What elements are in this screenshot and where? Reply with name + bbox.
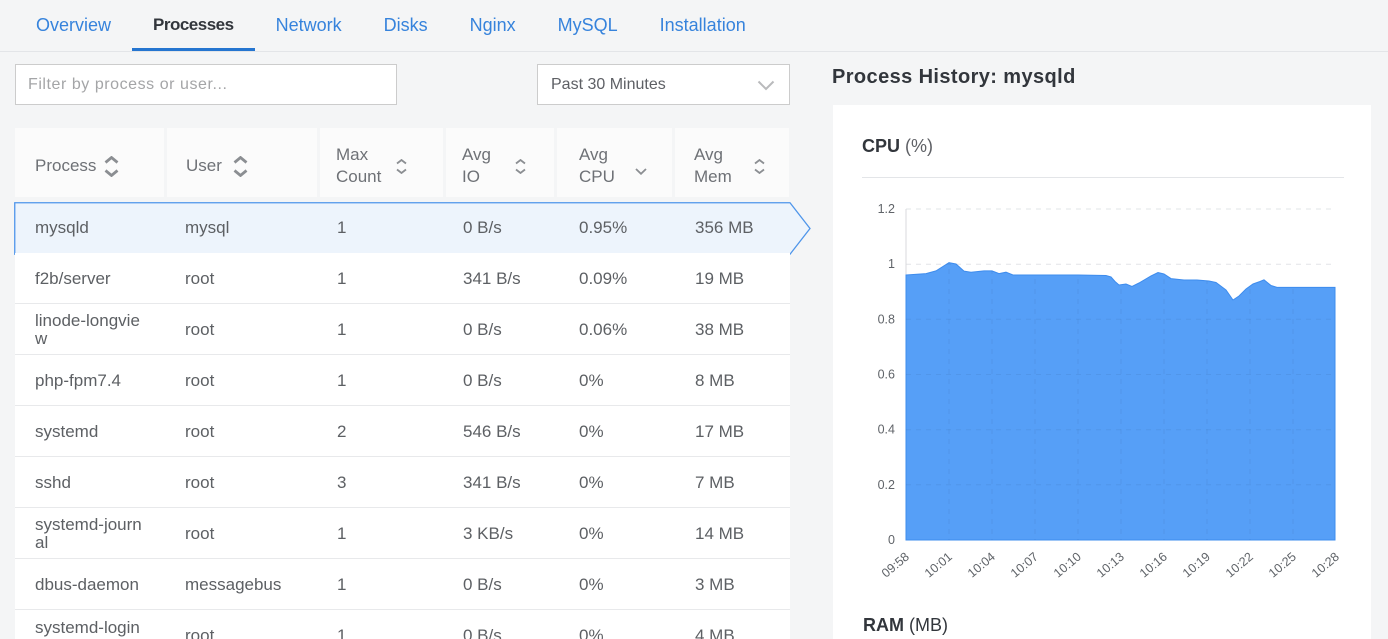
- svg-text:1: 1: [888, 257, 895, 271]
- svg-text:10:07: 10:07: [1008, 550, 1041, 581]
- svg-text:10:01: 10:01: [922, 550, 955, 581]
- svg-text:10:16: 10:16: [1137, 550, 1170, 581]
- svg-text:0.4: 0.4: [878, 423, 895, 437]
- svg-text:10:25: 10:25: [1266, 550, 1299, 581]
- svg-text:10:22: 10:22: [1223, 550, 1256, 581]
- svg-text:10:28: 10:28: [1309, 550, 1342, 581]
- svg-text:0.6: 0.6: [878, 368, 895, 382]
- svg-text:10:13: 10:13: [1094, 550, 1127, 581]
- svg-text:0.2: 0.2: [878, 478, 895, 492]
- svg-text:10:04: 10:04: [965, 550, 998, 581]
- svg-text:10:19: 10:19: [1180, 550, 1213, 581]
- svg-text:10:10: 10:10: [1051, 550, 1084, 581]
- svg-text:1.2: 1.2: [878, 202, 895, 216]
- svg-text:0.8: 0.8: [878, 312, 895, 326]
- svg-text:0: 0: [888, 533, 895, 547]
- svg-text:09:58: 09:58: [879, 550, 912, 581]
